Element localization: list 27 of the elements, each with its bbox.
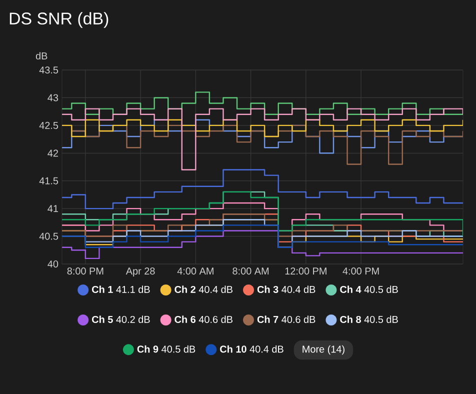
legend-label: Ch 2 40.4 dB: [174, 286, 232, 293]
legend-label: Ch 3 40.4 dB: [257, 286, 316, 294]
x-tick-label: 8:00 AM: [232, 268, 269, 275]
x-tick-label: 4:00 PM: [342, 268, 379, 275]
y-tick-label: 43.5: [39, 66, 58, 74]
x-tick-label: 4:00 AM: [177, 268, 214, 275]
legend-label: Ch 6 40.6 dB: [174, 316, 232, 323]
legend-label: Ch 9 40.5 dB: [137, 345, 196, 353]
y-tick-label: 42.5: [39, 122, 58, 129]
chart-title: DS SNR (dB): [10, 12, 108, 28]
y-tick-label: 41.5: [39, 177, 58, 184]
y-axis-title: dB: [36, 52, 48, 60]
y-tick-label: 42: [48, 150, 58, 157]
legend-label: Ch 8 40.5 dB: [340, 316, 398, 323]
legend-label: Ch 10 40.4 dB: [220, 345, 284, 353]
y-tick-label: 41: [48, 205, 58, 212]
x-tick-label: 12:00 PM: [285, 268, 326, 275]
legend-label: Ch 7 40.6 dB: [257, 316, 316, 323]
y-tick-label: 40: [48, 260, 58, 268]
legend-label: Ch 1 41.1 dB: [92, 286, 150, 293]
legend-label: Ch 4 40.5 dB: [340, 286, 398, 293]
y-tick-label: 43: [48, 94, 58, 102]
x-tick-label: 8:00 PM: [67, 268, 104, 275]
text: More (14): [302, 345, 344, 355]
y-tick-label: 40.5: [39, 232, 58, 240]
x-tick-label: Apr 28: [126, 268, 155, 277]
legend-label: Ch 5 40.2 dB: [92, 316, 150, 323]
